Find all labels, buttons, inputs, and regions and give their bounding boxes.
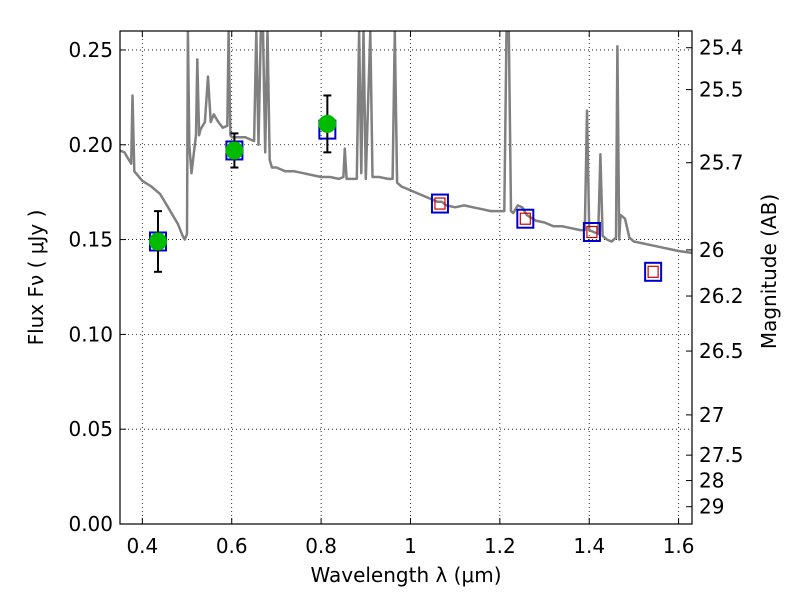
y-axis-label: Flux Fν ( μJy )	[24, 210, 48, 346]
model-photometry-square	[582, 221, 601, 242]
predicted-photometry-square	[647, 265, 659, 278]
plot-area	[120, 31, 692, 282]
observed-photometry-point	[148, 232, 167, 251]
y-right-tick-label: 28	[699, 469, 724, 493]
x-tick-label: 1.4	[573, 534, 605, 558]
plot-frame	[119, 30, 693, 525]
predicted-photometry-square	[434, 197, 446, 210]
y-tick-label: 0.15	[68, 228, 113, 252]
x-tick-label: 1.6	[663, 534, 695, 558]
axis-ticks: 0.4 0.6 0.8 1 1.2 1.4 1.6 0.00 0.05 0.10 0.15 0.20 0…	[68, 31, 744, 558]
y-tick-label: 0.20	[68, 133, 113, 157]
y-right-tick-label: 26	[699, 238, 724, 262]
model-photometry-square	[516, 208, 535, 229]
y-right-tick-label: 26.2	[699, 284, 744, 308]
x-tick-label: 0.4	[126, 534, 158, 558]
y-tick-label: 0.10	[68, 322, 113, 346]
y-tick-label: 0.05	[68, 417, 113, 441]
observed-photometry-point	[318, 114, 337, 133]
y-right-tick-label: 26.5	[699, 339, 744, 363]
y-right-tick-label: 25.4	[699, 36, 744, 60]
data-series-group	[120, 31, 692, 282]
x-tick-label: 0.8	[305, 534, 337, 558]
model-photometry-square	[644, 261, 663, 282]
x-tick-label: 1.2	[484, 534, 516, 558]
y-tick-label: 0.00	[68, 512, 113, 536]
y-right-tick-label: 27.5	[699, 443, 744, 467]
x-tick-label: 1	[404, 534, 417, 558]
model-photometry-square	[430, 193, 449, 214]
x-axis-label: Wavelength λ (μm)	[310, 563, 501, 587]
y-right-tick-label: 27	[699, 403, 724, 427]
spectrum-line	[120, 31, 692, 255]
observed-photometry-point	[225, 141, 244, 160]
y-right-tick-label: 25.5	[699, 78, 744, 102]
predicted-photometry-square	[519, 212, 531, 225]
predicted-photometry-square	[586, 225, 598, 239]
y-right-tick-label: 29	[699, 495, 724, 519]
x-tick-label: 0.6	[216, 534, 248, 558]
y-tick-label: 0.25	[68, 38, 113, 62]
y-axis-right-label: Magnitude (AB)	[757, 194, 781, 349]
y-right-tick-label: 25.7	[699, 151, 744, 175]
